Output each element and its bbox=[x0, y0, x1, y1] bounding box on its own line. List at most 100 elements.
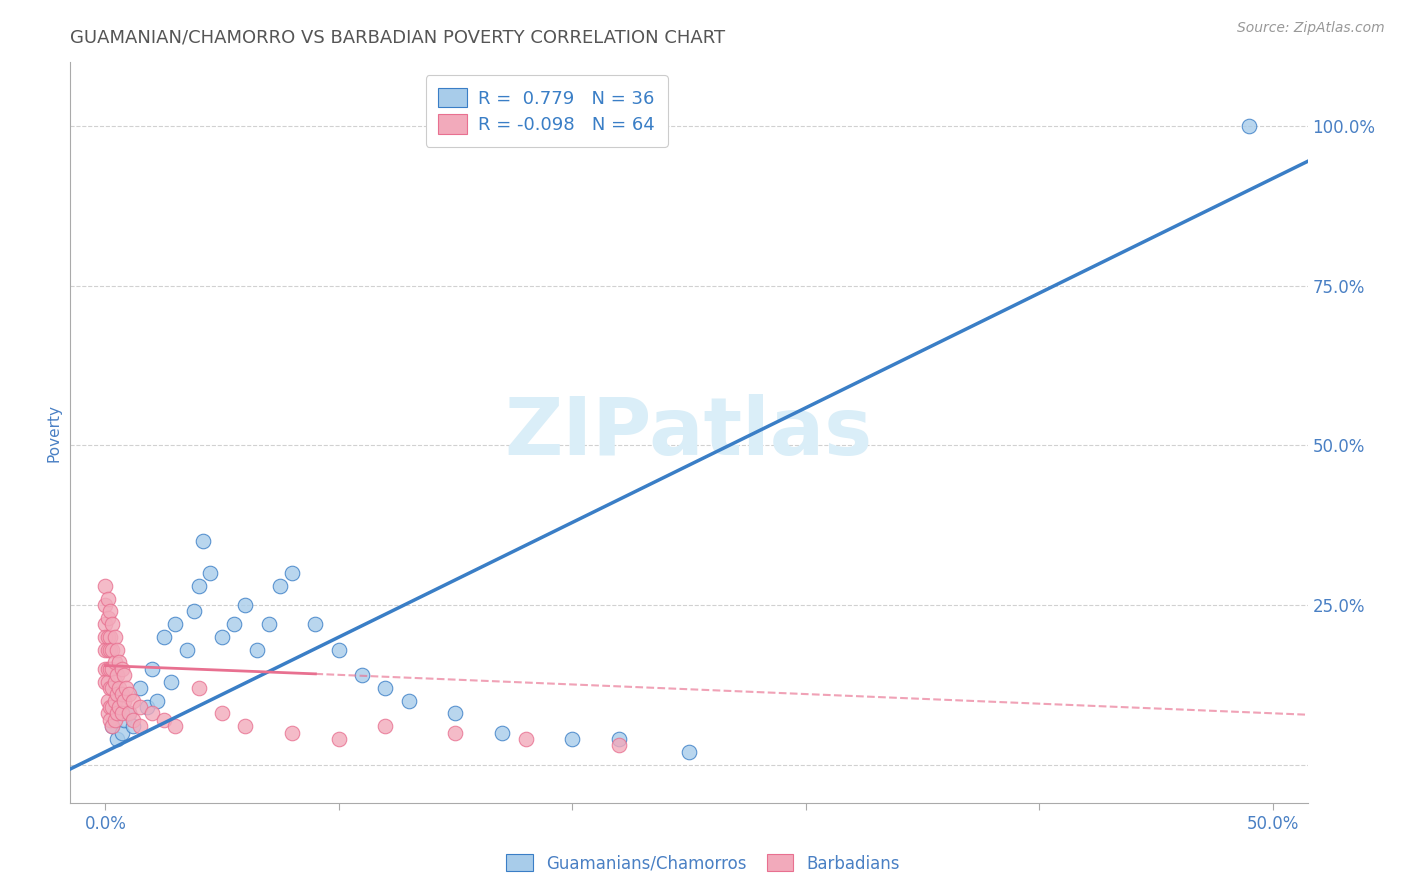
Point bbox=[101, 662, 124, 676]
Point bbox=[222, 617, 245, 632]
Point bbox=[122, 719, 145, 733]
Text: ZIPatlas: ZIPatlas bbox=[505, 393, 873, 472]
Text: GUAMANIAN/CHAMORRO VS BARBADIAN POVERTY CORRELATION CHART: GUAMANIAN/CHAMORRO VS BARBADIAN POVERTY … bbox=[70, 29, 725, 47]
Point bbox=[118, 687, 141, 701]
Point bbox=[122, 694, 145, 708]
Point bbox=[97, 591, 120, 606]
Point bbox=[193, 534, 215, 549]
Point bbox=[374, 719, 396, 733]
Point bbox=[97, 694, 120, 708]
Legend: Guamanians/Chamorros, Barbadians: Guamanians/Chamorros, Barbadians bbox=[499, 847, 907, 880]
Point bbox=[136, 700, 159, 714]
Point bbox=[122, 713, 145, 727]
Point bbox=[101, 719, 124, 733]
Point bbox=[98, 681, 121, 695]
Point bbox=[97, 706, 120, 721]
Point bbox=[105, 687, 128, 701]
Point bbox=[112, 668, 135, 682]
Point bbox=[104, 674, 127, 689]
Point bbox=[159, 674, 181, 689]
Point bbox=[101, 642, 124, 657]
Point bbox=[94, 630, 117, 644]
Point bbox=[111, 662, 134, 676]
Point bbox=[211, 630, 233, 644]
Point bbox=[104, 656, 127, 670]
Point bbox=[374, 681, 396, 695]
Point bbox=[118, 706, 141, 721]
Point bbox=[328, 731, 350, 746]
Legend: R =  0.779   N = 36, R = -0.098   N = 64: R = 0.779 N = 36, R = -0.098 N = 64 bbox=[426, 75, 668, 146]
Point bbox=[94, 579, 117, 593]
Point bbox=[98, 642, 121, 657]
Point bbox=[97, 642, 120, 657]
Point bbox=[111, 706, 134, 721]
Point bbox=[129, 719, 152, 733]
Point bbox=[97, 662, 120, 676]
Point bbox=[607, 739, 630, 753]
Point bbox=[94, 617, 117, 632]
Point bbox=[187, 681, 209, 695]
Point bbox=[105, 668, 128, 682]
Point bbox=[141, 706, 163, 721]
Point bbox=[176, 642, 198, 657]
Point bbox=[104, 694, 127, 708]
Point bbox=[200, 566, 222, 580]
Point bbox=[444, 725, 467, 739]
Point bbox=[118, 706, 141, 721]
Point bbox=[108, 656, 131, 670]
Point bbox=[98, 700, 121, 714]
Point bbox=[105, 731, 128, 746]
Point bbox=[98, 630, 121, 644]
Point bbox=[183, 604, 205, 618]
Point bbox=[607, 731, 630, 746]
Point bbox=[112, 694, 135, 708]
Point bbox=[94, 642, 117, 657]
Point bbox=[111, 687, 134, 701]
Point bbox=[246, 642, 269, 657]
Point bbox=[304, 617, 326, 632]
Point bbox=[235, 719, 257, 733]
Point bbox=[111, 725, 134, 739]
Point bbox=[94, 598, 117, 612]
Point bbox=[491, 725, 513, 739]
Point bbox=[115, 681, 138, 695]
Point bbox=[101, 719, 124, 733]
Point bbox=[129, 681, 152, 695]
Point bbox=[101, 700, 124, 714]
Point bbox=[101, 617, 124, 632]
Point bbox=[104, 630, 127, 644]
Point bbox=[165, 719, 187, 733]
Point bbox=[98, 713, 121, 727]
Point bbox=[515, 731, 537, 746]
Point bbox=[98, 662, 121, 676]
Point bbox=[211, 706, 233, 721]
Point bbox=[187, 579, 209, 593]
Point bbox=[281, 566, 304, 580]
Point bbox=[97, 674, 120, 689]
Point bbox=[257, 617, 280, 632]
Point bbox=[145, 694, 167, 708]
Point bbox=[101, 681, 124, 695]
Point bbox=[112, 713, 135, 727]
Point bbox=[108, 681, 131, 695]
Point bbox=[94, 662, 117, 676]
Point bbox=[328, 642, 350, 657]
Point bbox=[94, 674, 117, 689]
Point bbox=[235, 598, 257, 612]
Point bbox=[108, 700, 131, 714]
Point bbox=[105, 642, 128, 657]
Point bbox=[444, 706, 467, 721]
Point bbox=[152, 713, 174, 727]
Text: Source: ZipAtlas.com: Source: ZipAtlas.com bbox=[1237, 21, 1385, 35]
Point bbox=[152, 630, 174, 644]
Point bbox=[97, 610, 120, 624]
Point bbox=[398, 694, 420, 708]
Point bbox=[165, 617, 187, 632]
Point bbox=[104, 713, 127, 727]
Point bbox=[678, 745, 700, 759]
Point bbox=[561, 731, 583, 746]
Point bbox=[129, 700, 152, 714]
Point bbox=[352, 668, 374, 682]
Point bbox=[105, 706, 128, 721]
Point bbox=[97, 630, 120, 644]
